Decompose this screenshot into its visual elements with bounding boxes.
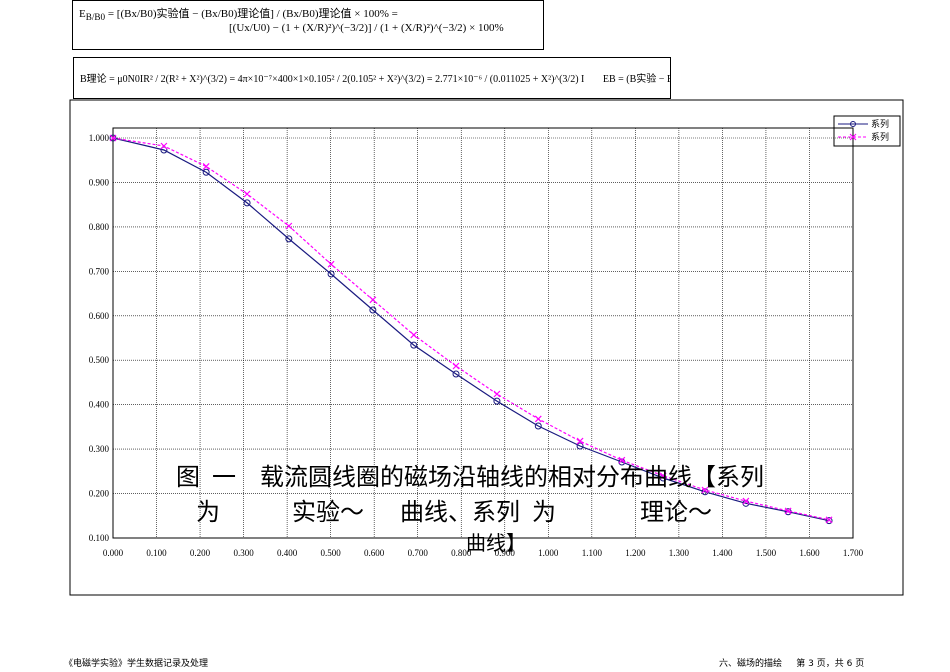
point xyxy=(160,146,168,154)
point xyxy=(618,456,626,464)
series-line xyxy=(112,137,830,522)
x-tick-label: 0.400 xyxy=(277,548,298,558)
caption: 曲线】 xyxy=(466,533,526,555)
point xyxy=(327,260,335,268)
x-tick-label: 1.100 xyxy=(582,548,603,558)
point xyxy=(825,517,833,525)
formula-box: EB/B0 = [(Bx/B0)实验值 − (Bx/B0)理论值] / (Bx/… xyxy=(72,0,544,50)
point xyxy=(369,296,377,304)
y-tick-label: 0.200 xyxy=(89,489,110,499)
x-tick-label: 0.500 xyxy=(321,548,342,558)
point xyxy=(285,235,293,243)
x-tick-label: 0.100 xyxy=(146,548,167,558)
y-tick-label: 0.400 xyxy=(89,400,110,410)
point xyxy=(701,488,709,496)
formula: EB = (B实验 − B理论) / B理论 × 100% xyxy=(602,74,670,85)
y-tick-label: 0.900 xyxy=(89,177,110,187)
point xyxy=(202,168,210,176)
point xyxy=(109,134,117,142)
point xyxy=(243,199,251,207)
x-tick-label: 1.300 xyxy=(669,548,690,558)
point xyxy=(493,397,501,405)
chart-frame xyxy=(69,99,904,596)
point xyxy=(534,422,542,430)
point xyxy=(701,486,709,494)
point xyxy=(576,437,584,445)
y-tick-label: 0.600 xyxy=(89,311,110,321)
point xyxy=(493,390,501,398)
y-tick-label: 0.700 xyxy=(89,266,110,276)
x-tick-label: 0.200 xyxy=(190,548,211,558)
point xyxy=(576,442,584,450)
point xyxy=(618,458,626,466)
point xyxy=(327,270,335,278)
footer-right: 六、磁场的描绘 第 3 页，共 6 页 xyxy=(719,659,865,669)
formula: B/B0 xyxy=(85,12,106,23)
legend-box xyxy=(833,115,901,147)
formula: E xyxy=(79,8,86,20)
formula: B理论 = μ0N0IR² / 2(R² + X²)^(3/2) = 4π×10… xyxy=(80,74,585,85)
point xyxy=(452,362,460,370)
x-tick-label: 0.600 xyxy=(364,548,385,558)
y-tick-label: 0.100 xyxy=(89,533,110,543)
point xyxy=(659,472,667,480)
point xyxy=(742,497,750,505)
point xyxy=(784,507,792,515)
caption: 为 实验～ 曲线、系列 为 理论～ xyxy=(196,500,712,526)
x-tick-label: 1.000 xyxy=(538,548,559,558)
point xyxy=(452,370,460,378)
series-line xyxy=(112,137,830,521)
y-tick-label: 0.800 xyxy=(89,222,110,232)
x-tick-label: 0.700 xyxy=(408,548,429,558)
point xyxy=(369,306,377,314)
x-tick-label: 1.500 xyxy=(756,548,777,558)
x-tick-label: 0.300 xyxy=(233,548,254,558)
x-tick-label: 0.000 xyxy=(103,548,124,558)
footer-left: 《电磁学实验》学生数据记录及处理 xyxy=(64,659,209,669)
point xyxy=(825,516,833,524)
x-tick-label: 1.700 xyxy=(843,548,864,558)
x-tick-label: 1.600 xyxy=(799,548,820,558)
point xyxy=(534,415,542,423)
point xyxy=(202,163,210,170)
legend-label: 系列 xyxy=(871,131,889,142)
legend-marker xyxy=(850,121,856,127)
point xyxy=(160,142,168,150)
legend-label: 系列 xyxy=(871,118,889,129)
x-tick-label: 0.800 xyxy=(451,548,472,558)
formula: = [(Bx/B0)实验值 − (Bx/B0)理论值] / (Bx/B0)理论值… xyxy=(107,8,398,20)
x-tick-label: 0.900 xyxy=(495,548,516,558)
legend-marker xyxy=(849,133,857,141)
formula-box: B理论 = μ0N0IR² / 2(R² + X²)^(3/2) = 4π×10… xyxy=(73,57,671,99)
x-tick-label: 1.200 xyxy=(625,548,646,558)
point xyxy=(410,331,418,339)
point xyxy=(243,190,251,198)
y-tick-label: 0.300 xyxy=(89,444,110,454)
formula: [(Ux/U0) − (1 + (X/R)²)^(−3/2)] / (1 + (… xyxy=(229,22,504,35)
y-tick-label: 1.000 xyxy=(89,133,110,143)
point xyxy=(285,222,293,230)
point xyxy=(410,341,418,349)
caption: 图 一 载流圆线圈的磁场沿轴线的相对分布曲线【系列 xyxy=(176,465,764,491)
x-tick-label: 1.400 xyxy=(712,548,733,558)
y-tick-label: 0.500 xyxy=(89,355,110,365)
